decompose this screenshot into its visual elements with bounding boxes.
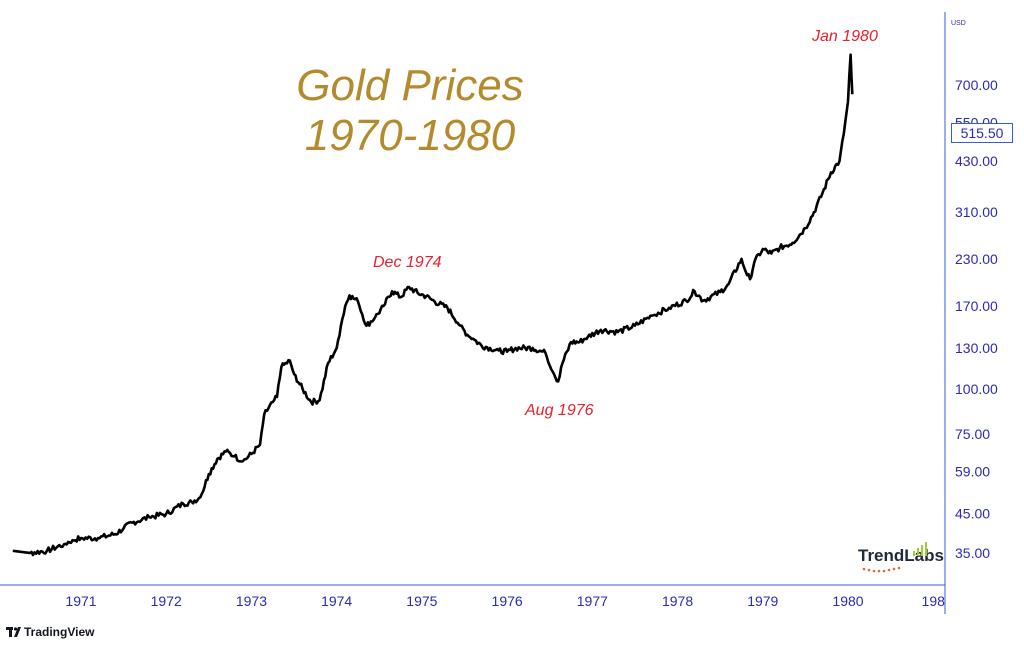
- y-tick-label: 700.00: [955, 77, 998, 93]
- chart-title: Gold Prices: [296, 61, 524, 110]
- y-tick-label: 100.00: [955, 381, 998, 397]
- tradingview-label: TradingView: [24, 625, 94, 639]
- trendlabs-dots-icon: [862, 566, 901, 573]
- x-tick-label: 198: [922, 593, 946, 609]
- annotation-dec-1974: Dec 1974: [373, 254, 442, 271]
- x-tick-label: 1972: [151, 593, 182, 609]
- y-tick-label: 59.00: [955, 463, 990, 479]
- last-price-label: 515.50: [951, 123, 1013, 143]
- x-tick-label: 1971: [65, 593, 96, 609]
- x-tick-label: 1980: [832, 593, 863, 609]
- tradingview-logo-icon: [6, 627, 21, 637]
- y-tick-label: 230.00: [955, 251, 998, 267]
- x-tick-label: 1978: [662, 593, 693, 609]
- x-tick-label: 1976: [492, 593, 523, 609]
- trendlabs-bars-icon: [913, 542, 927, 556]
- x-tick-label: 1975: [406, 593, 437, 609]
- annotation-jan-1980: Jan 1980: [812, 28, 878, 45]
- trendlabs-logo: TrendLabs: [858, 546, 944, 565]
- y-tick-label: 45.00: [955, 506, 990, 522]
- x-tick-label: 1979: [747, 593, 778, 609]
- x-tick-label: 1973: [236, 593, 267, 609]
- price-line: [12, 53, 854, 557]
- annotation-aug-1976: Aug 1976: [525, 402, 594, 419]
- y-tick-label: 75.00: [955, 426, 990, 442]
- y-tick-label: 170.00: [955, 298, 998, 314]
- y-tick-label: 430.00: [955, 153, 998, 169]
- y-tick-label: 130.00: [955, 340, 998, 356]
- y-tick-label: 310.00: [955, 204, 998, 220]
- chart-subtitle: 1970-1980: [304, 111, 516, 160]
- currency-label: USD: [951, 20, 966, 27]
- y-tick-label: 35.00: [955, 545, 990, 561]
- x-tick-label: 1977: [577, 593, 608, 609]
- y-axis-ticks: 35.00 45.00 59.00 75.00 100.00 130.00 170.00 23…: [955, 77, 998, 561]
- x-axis-ticks: 1971 1972 1973 1974 1975 1976 1977 1978 1979 1980…: [65, 593, 945, 609]
- tradingview-text: TradingView: [24, 625, 95, 639]
- x-tick-label: 1974: [321, 593, 352, 609]
